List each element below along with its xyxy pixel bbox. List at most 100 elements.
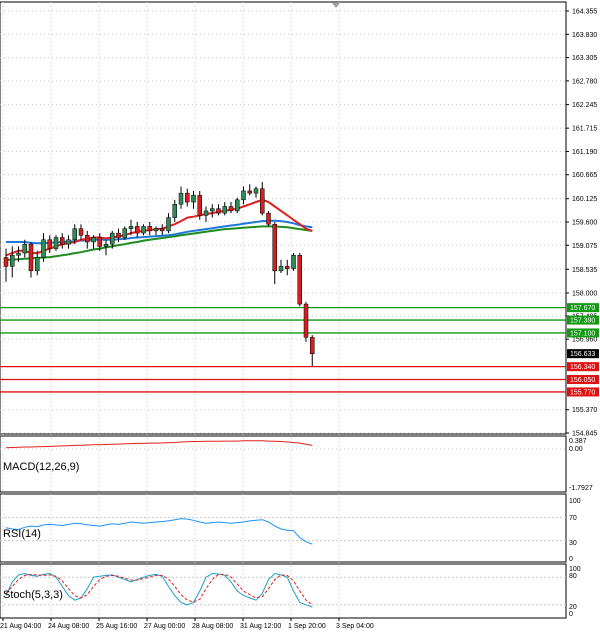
candle-body — [203, 210, 209, 216]
rsi-tick-30: 30 — [569, 540, 577, 547]
support-label-box — [567, 387, 599, 397]
candle-body — [97, 237, 102, 247]
price-tick-label: 155.370 — [572, 407, 597, 414]
candle-body — [278, 266, 284, 272]
macd-title: MACD(12,26,9) — [3, 461, 79, 473]
macd-tick-zero: 0.00 — [569, 446, 583, 453]
candle-body — [122, 228, 127, 238]
candle-body — [241, 190, 246, 201]
time-tick-label: 1 Sep 20:00 — [288, 623, 326, 630]
time-tick-label: 28 Aug 08:00 — [192, 623, 233, 630]
candle-body — [103, 243, 109, 247]
stoch-panel-frame — [0, 563, 567, 619]
ma-slow-line — [6, 225, 313, 261]
current-price-label: 156.633 — [570, 351, 595, 358]
support-label-box — [567, 375, 599, 385]
candle-body — [266, 212, 271, 225]
resistance-label: 157.670 — [570, 305, 595, 312]
rsi-title: RSI(14) — [3, 528, 41, 540]
macd-panel-frame — [0, 435, 567, 493]
candle-body — [135, 226, 140, 234]
price-tick-label: 156.960 — [572, 337, 597, 344]
stoch-title: Stoch(5,3,3) — [3, 589, 63, 601]
stoch-main-line — [5, 572, 313, 608]
candle-body — [147, 226, 152, 232]
candle-body — [253, 188, 259, 194]
price-tick-label: 162.780 — [572, 78, 597, 85]
candle-body — [160, 228, 165, 232]
candle-body — [141, 226, 146, 234]
resistance-label-box — [567, 315, 599, 325]
price-tick-label: 162.245 — [572, 102, 597, 109]
price-panel-frame — [0, 1, 567, 435]
candle-body — [53, 237, 59, 249]
candle-body — [185, 192, 190, 203]
price-axis: 164.355 163.830 163.305 162.780 162.245 161.7… — [566, 9, 597, 438]
candle-body — [128, 226, 134, 229]
price-tick-label: 158.000 — [572, 290, 597, 297]
support-label: 155.770 — [570, 389, 595, 396]
candle-body — [272, 223, 277, 272]
rsi-tick-100: 100 — [569, 498, 581, 505]
support-label: 156.050 — [570, 377, 595, 384]
macd-tick-min: -1.7927 — [569, 485, 593, 492]
candle-body — [16, 252, 21, 256]
macd-tick-max: 0.387 — [569, 438, 587, 445]
stoch-tick-0: 0 — [569, 611, 573, 618]
resistance-label: 157.100 — [570, 330, 595, 337]
support-label: 156.340 — [570, 364, 595, 371]
candle-body — [116, 232, 121, 238]
stoch-tick-100: 100 — [569, 566, 581, 573]
candle-body — [178, 192, 184, 205]
candle-body — [210, 208, 215, 212]
stochastic-indicator — [0, 572, 566, 608]
candle-body — [35, 257, 40, 272]
price-tick-label: 160.665 — [572, 172, 597, 179]
candle-body — [222, 206, 227, 214]
time-tick-label: 31 Aug 12:00 — [240, 623, 281, 630]
price-tick-label: 163.305 — [572, 55, 597, 62]
stoch-tick-20: 20 — [569, 604, 577, 611]
rsi-tick-0: 0 — [569, 556, 573, 563]
candlesticks — [3, 182, 315, 367]
candle-body — [85, 235, 90, 243]
rsi-indicator — [0, 516, 566, 545]
resistance-label: 157.390 — [570, 318, 595, 325]
candle-body — [260, 188, 265, 214]
price-tick-label: 158.535 — [572, 267, 597, 274]
candle-body — [228, 206, 234, 212]
time-tick-label: 21 Aug 04:00 — [0, 623, 41, 630]
candle-body — [153, 228, 159, 232]
candle-body — [216, 208, 221, 214]
candle-body — [66, 239, 71, 245]
candle-body — [47, 239, 52, 249]
resistance-label-box — [567, 328, 599, 338]
support-resistance-levels: 157.670 157.390 157.100 156.340 156.050 155.7… — [0, 303, 599, 397]
candle-body — [297, 255, 302, 305]
time-axis: 21 Aug 04:00 24 Aug 08:00 25 Aug 16:00 27 A… — [0, 618, 374, 630]
candle-body — [91, 237, 96, 243]
candle-body — [235, 199, 240, 212]
time-tick-label: 25 Aug 16:00 — [96, 623, 137, 630]
price-tick-label: 164.355 — [572, 9, 597, 16]
candle-body — [72, 228, 77, 240]
rsi-tick-70: 70 — [569, 515, 577, 522]
candle-body — [60, 237, 65, 245]
price-tick-label: 159.075 — [572, 243, 597, 250]
macd-signal-line — [5, 440, 313, 449]
candle-body — [310, 337, 315, 355]
candle-body — [247, 190, 252, 194]
current-price-box — [567, 349, 599, 359]
time-tick-label: 27 Aug 00:00 — [144, 623, 185, 630]
chart-shift-marker-icon[interactable] — [332, 3, 340, 8]
candle-body — [3, 257, 9, 267]
price-tick-label: 161.190 — [572, 149, 597, 156]
candle-body — [285, 266, 290, 269]
candle-body — [291, 255, 296, 269]
price-tick-label: 159.600 — [572, 220, 597, 227]
time-tick-label: 3 Sep 04:00 — [336, 623, 374, 630]
candle-body — [22, 243, 27, 254]
stoch-tick-80: 80 — [569, 573, 577, 580]
resistance-label-box — [567, 303, 599, 313]
